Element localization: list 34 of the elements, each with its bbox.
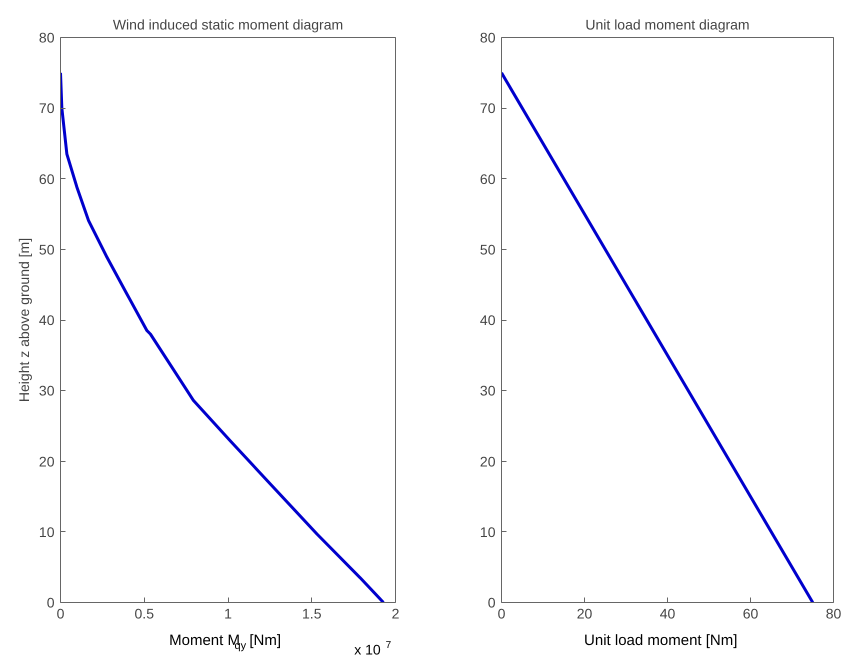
x-tick-label: 20 xyxy=(576,606,592,622)
y-tick-label: 80 xyxy=(38,30,55,46)
x-tick-label: 60 xyxy=(742,606,758,622)
chart-title: Wind induced static moment diagram xyxy=(112,16,344,32)
y-tick-label: 30 xyxy=(38,382,55,399)
y-tick-label: 80 xyxy=(480,30,496,46)
x-tick-label: 1.5 xyxy=(302,606,322,622)
x-tick-label: 2 xyxy=(392,606,400,622)
x-axis-title: Unit load moment [Nm] xyxy=(584,632,738,649)
y-tick-label: 0 xyxy=(46,594,55,610)
y-tick-label: 0 xyxy=(488,594,496,610)
x-tick-label: 1 xyxy=(224,606,232,622)
y-axis-title: Height z above ground [m] xyxy=(16,238,32,402)
y-tick-label: 20 xyxy=(38,453,55,470)
y-tick-label: 70 xyxy=(38,100,55,116)
y-tick-label: 20 xyxy=(480,453,496,470)
x-tick-label: 0.5 xyxy=(134,606,154,622)
y-tick-label: 50 xyxy=(38,241,55,258)
y-tick-label: 60 xyxy=(38,170,55,187)
x-tick-label: 40 xyxy=(660,606,676,622)
y-tick-label: 60 xyxy=(480,170,496,187)
y-tick-label: 30 xyxy=(480,382,496,399)
y-tick-label: 40 xyxy=(38,312,55,328)
x-axis-title: Moment Mqy [Nm] xyxy=(169,632,282,652)
chart-title: Unit load moment diagram xyxy=(585,16,750,32)
line-series xyxy=(60,71,385,602)
x-tick-label: 80 xyxy=(826,606,842,622)
y-tick-label: 70 xyxy=(480,100,496,116)
x-tick-label: 0 xyxy=(56,606,65,622)
y-tick-label: 50 xyxy=(480,241,496,258)
y-tick-label: 10 xyxy=(38,524,55,540)
x-tick-label: 0 xyxy=(498,606,506,622)
y-tick-label: 40 xyxy=(480,312,496,328)
y-tick-label: 10 xyxy=(480,524,496,540)
